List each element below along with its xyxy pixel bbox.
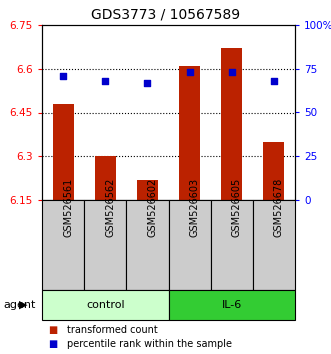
Bar — [42, 290, 168, 320]
Text: GDS3773 / 10567589: GDS3773 / 10567589 — [91, 7, 240, 22]
Text: agent: agent — [3, 300, 36, 310]
Text: transformed count: transformed count — [67, 325, 158, 335]
Text: IL-6: IL-6 — [222, 300, 242, 310]
Text: GSM526562: GSM526562 — [105, 177, 115, 237]
Bar — [168, 290, 295, 320]
Text: ▶: ▶ — [19, 300, 27, 310]
Point — [229, 69, 234, 75]
Bar — [53, 104, 73, 200]
Bar — [137, 179, 158, 200]
Point — [61, 73, 66, 79]
Bar — [168, 200, 211, 290]
Point — [103, 78, 108, 84]
Point — [271, 78, 277, 84]
Text: GSM526602: GSM526602 — [147, 178, 158, 237]
Bar — [42, 200, 84, 290]
Point — [187, 69, 192, 75]
Bar — [263, 142, 284, 200]
Bar — [126, 200, 168, 290]
Bar — [95, 156, 116, 200]
Bar — [84, 200, 126, 290]
Text: GSM526678: GSM526678 — [274, 178, 284, 237]
Text: GSM526603: GSM526603 — [190, 178, 200, 237]
Bar — [211, 200, 253, 290]
Bar — [179, 66, 200, 200]
Text: percentile rank within the sample: percentile rank within the sample — [67, 339, 232, 349]
Text: control: control — [86, 300, 124, 310]
Text: GSM526561: GSM526561 — [63, 178, 73, 237]
Text: GSM526605: GSM526605 — [232, 178, 242, 237]
Text: ■: ■ — [49, 339, 58, 349]
Point — [145, 80, 150, 86]
Bar — [221, 48, 242, 200]
Bar — [253, 200, 295, 290]
Text: ■: ■ — [49, 325, 58, 335]
